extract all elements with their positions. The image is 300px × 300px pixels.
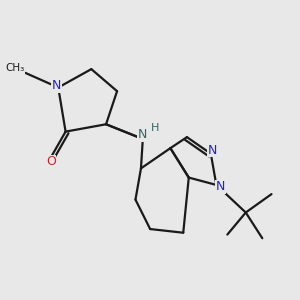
Text: N: N: [216, 180, 225, 193]
Text: N: N: [52, 79, 61, 92]
Text: H: H: [150, 123, 159, 133]
Text: O: O: [46, 155, 56, 168]
Text: N: N: [208, 143, 218, 157]
Text: N: N: [138, 128, 148, 141]
Text: CH₃: CH₃: [5, 63, 25, 74]
